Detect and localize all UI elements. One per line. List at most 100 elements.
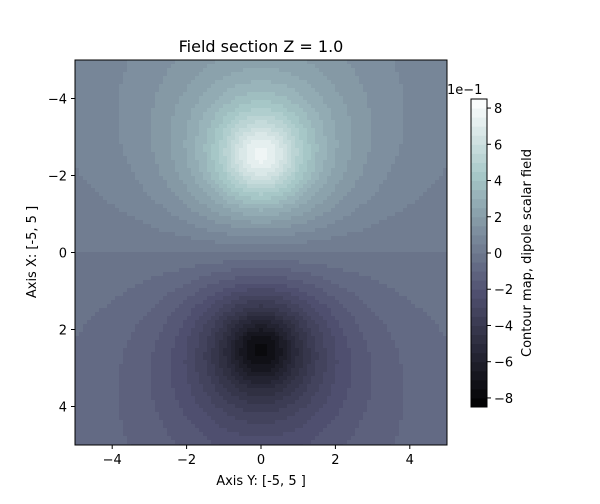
contour-cell: [203, 92, 224, 97]
x-tick-label: −4: [103, 453, 122, 468]
contour-cell: [299, 128, 308, 133]
contour-cell: [371, 148, 400, 153]
contour-cell: [231, 308, 244, 313]
contour-cell: [279, 356, 288, 361]
contour-cell: [171, 156, 188, 161]
contour-cell: [75, 352, 124, 357]
contour-cell: [287, 132, 292, 137]
contour-cell: [135, 176, 164, 181]
colorbar-level: [471, 126, 487, 136]
contour-cell: [227, 144, 232, 149]
contour-cell: [199, 336, 208, 341]
contour-cell: [279, 160, 288, 165]
contour-cell: [219, 352, 224, 357]
contour-cell: [219, 148, 224, 153]
contour-cell: [399, 356, 447, 361]
contour-cell: [231, 144, 236, 149]
contour-cell: [243, 368, 252, 373]
contour-cell: [335, 348, 352, 353]
contour-cell: [119, 408, 156, 413]
contour-cell: [75, 388, 120, 393]
contour-cell: [211, 400, 228, 405]
contour-cell: [307, 300, 320, 305]
contour-cell: [171, 132, 188, 137]
contour-cell: [331, 208, 356, 213]
contour-cell: [171, 352, 188, 357]
contour-cell: [211, 196, 224, 201]
contour-cell: [219, 172, 228, 177]
contour-cell: [119, 416, 160, 421]
colorbar-tick-label: 4: [494, 175, 502, 190]
contour-cell: [215, 188, 224, 193]
contour-cell: [371, 384, 404, 389]
contour-cell: [347, 168, 364, 173]
contour-cell: [243, 164, 252, 169]
contour-cell: [355, 208, 404, 213]
contour-cell: [387, 284, 447, 289]
contour-cell: [103, 196, 152, 201]
contour-cell: [75, 108, 120, 113]
colorbar-level: [471, 325, 487, 336]
contour-cell: [287, 368, 292, 373]
contour-cell: [195, 156, 208, 161]
contour-cell: [203, 68, 244, 73]
contour-cell: [287, 356, 292, 361]
contour-cell: [187, 368, 196, 373]
contour-cell: [287, 152, 292, 157]
contour-cell: [251, 108, 272, 113]
contour-cell: [203, 352, 212, 357]
contour-cell: [243, 188, 280, 193]
contour-cell: [335, 148, 352, 153]
x-axis: −4 −2 0 2 4: [103, 445, 414, 468]
contour-cell: [327, 304, 344, 309]
contour-cell: [75, 320, 88, 325]
contour-cell: [403, 376, 447, 381]
contour-cell: [119, 120, 152, 125]
contour-cell: [359, 204, 408, 209]
contour-cell: [319, 176, 328, 181]
contour-cell: [299, 148, 304, 153]
contour-cell: [119, 400, 156, 405]
contour-cell: [175, 308, 192, 313]
contour-cell: [335, 364, 352, 369]
contour-cell: [315, 360, 328, 365]
contour-cell: [267, 348, 276, 353]
contour-cell: [219, 280, 304, 285]
contour-cell: [275, 180, 284, 185]
contour-cell: [211, 156, 220, 161]
contour-cell: [119, 132, 152, 137]
contour-cell: [211, 356, 220, 361]
contour-cell: [239, 432, 284, 437]
contour-cell: [215, 368, 224, 373]
contour-cell: [207, 392, 220, 397]
contour-cell: [227, 140, 232, 145]
contour-cell: [151, 196, 180, 201]
contour-cell: [179, 196, 196, 201]
contour-cell: [367, 408, 404, 413]
contour-cell: [363, 300, 412, 305]
contour-cell: [359, 272, 447, 277]
contour-cell: [171, 360, 184, 365]
contour-cell: [163, 420, 192, 425]
colorbar-level: [471, 343, 487, 354]
contour-cell: [287, 156, 292, 161]
contour-cell: [427, 188, 447, 193]
contour-cell: [219, 364, 228, 369]
contour-cell: [371, 392, 404, 397]
contour-cell: [327, 352, 336, 357]
contour-cell: [403, 380, 447, 385]
contour-cell: [391, 332, 444, 337]
contour-cell: [351, 152, 368, 157]
contour-cell: [307, 136, 316, 141]
contour-cell: [155, 152, 172, 157]
contour-cell: [251, 100, 272, 105]
contour-cell: [175, 168, 192, 173]
contour-cell: [331, 236, 447, 241]
contour-cell: [351, 360, 372, 365]
contour-cell: [159, 84, 188, 89]
contour-cell: [251, 128, 272, 133]
contour-cell: [347, 308, 372, 313]
contour-cell: [299, 188, 308, 193]
contour-cell: [239, 180, 248, 185]
contour-cell: [347, 340, 368, 345]
